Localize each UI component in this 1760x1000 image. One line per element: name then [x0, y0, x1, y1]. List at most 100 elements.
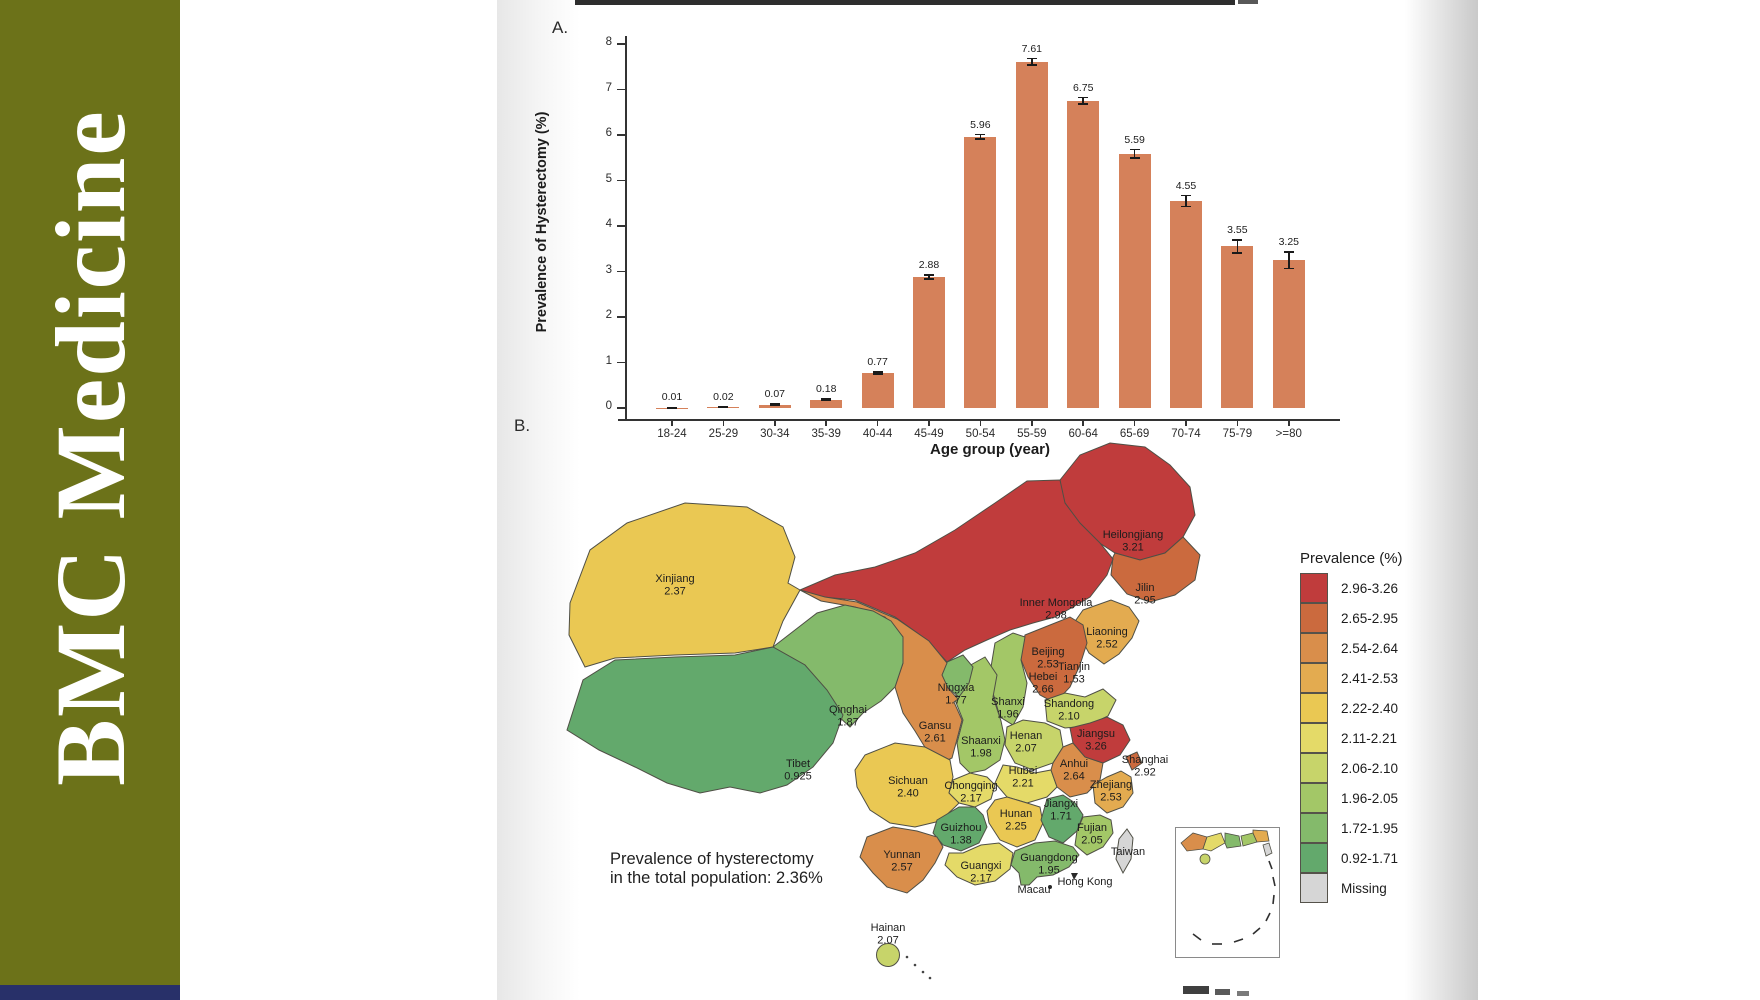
- y-tick: [617, 225, 625, 227]
- error-bar-cap: [667, 407, 677, 409]
- province-chongqing: [948, 772, 996, 808]
- province-hebei: [1019, 616, 1088, 704]
- province-value-label: 2.07: [877, 935, 898, 947]
- x-axis-line: [618, 419, 1340, 421]
- province-value-label: 2.95: [1134, 595, 1155, 607]
- x-tick: [722, 420, 725, 426]
- error-bar: [876, 371, 879, 375]
- x-tick-label: 65-69: [1119, 428, 1150, 440]
- legend-label: 2.96-3.26: [1341, 580, 1399, 596]
- panel-a-label: A.: [552, 18, 569, 37]
- error-bar-cap: [821, 398, 832, 400]
- cropped-header-strip-fragment: [1238, 0, 1258, 4]
- province-hainan: [876, 943, 900, 967]
- x-tick-label: 30-34: [760, 428, 790, 440]
- province-value-label: 2.21: [1012, 778, 1033, 790]
- sea-island-dot: [921, 970, 925, 974]
- error-bar-cap: [975, 133, 986, 136]
- legend-label: 2.11-2.21: [1341, 730, 1398, 746]
- y-tick: [617, 43, 625, 45]
- bar-value-label: 5.96: [970, 118, 991, 131]
- province-name-label: Tibet: [786, 758, 810, 770]
- error-bar-cap: [1026, 64, 1037, 66]
- province-value-label: 1.71: [1050, 811, 1071, 823]
- bar-value-label: 3.55: [1227, 224, 1248, 237]
- legend-row: 2.11-2.21: [1300, 722, 1403, 753]
- bar-value-label: 7.61: [1021, 42, 1043, 55]
- page-right-edge-shadow: [1405, 0, 1478, 1000]
- error-bar-cap: [769, 404, 780, 407]
- province-guangxi: [944, 842, 1014, 886]
- city-label-hong-kong: Hong Kong: [1057, 876, 1112, 888]
- province-name-label: Guizhou: [941, 822, 982, 834]
- macau-marker: [1048, 885, 1052, 889]
- legend-title: Prevalence (%): [1300, 550, 1403, 567]
- y-axis-line: [625, 36, 627, 420]
- nine-dash-line-segment: [1192, 933, 1202, 941]
- bar-value-label: 3.25: [1278, 235, 1300, 248]
- x-tick-label: 55-59: [1017, 428, 1047, 440]
- province-name-label: Heilongjiang: [1103, 529, 1164, 541]
- legend-swatch: [1300, 602, 1328, 633]
- legend-row: 0.92-1.71: [1300, 842, 1403, 873]
- province-value-label: 2.57: [891, 862, 912, 874]
- legend-swatch: [1300, 572, 1328, 603]
- province-name-label: Gansu: [919, 720, 951, 732]
- province-value-label: 1.95: [1038, 865, 1059, 877]
- y-tick: [617, 134, 625, 136]
- bar-75-79: [1221, 246, 1254, 408]
- bar-40-44: [861, 372, 894, 408]
- error-bar-cap: [1026, 57, 1037, 60]
- nine-dash-line-segment: [1268, 860, 1273, 870]
- error-bar: [1031, 58, 1033, 65]
- bar-value-label: 0.77: [867, 355, 888, 368]
- error-bar: [1288, 251, 1290, 269]
- province-value-label: 2.17: [970, 873, 991, 885]
- legend-row: 2.22-2.40: [1300, 692, 1403, 723]
- bar-value-label: 0.01: [661, 391, 683, 404]
- y-tick: [617, 316, 625, 318]
- panel-b-label: B.: [514, 416, 531, 435]
- legend-row: Missing: [1300, 872, 1403, 903]
- province-value-label: 2.64: [1063, 771, 1084, 783]
- legend-row: 2.96-3.26: [1300, 572, 1403, 603]
- error-bar-cap: [872, 371, 883, 373]
- x-tick-label: 60-64: [1068, 428, 1098, 440]
- inset-region: [1202, 832, 1226, 852]
- province-value-label: 2.37: [664, 586, 685, 598]
- error-bar-cap: [1283, 267, 1294, 270]
- bar-value-label: 0.07: [764, 388, 786, 401]
- cropped-footer-mark: [1215, 989, 1230, 995]
- province-name-label: Yunnan: [883, 849, 920, 861]
- province-value-label: 2.61: [924, 733, 945, 745]
- legend-row: 1.72-1.95: [1300, 812, 1403, 843]
- province-sichuan: [854, 742, 960, 828]
- province-value-label: 1.53: [1063, 674, 1084, 686]
- bar-chart-panel: 0 1 2 3 4 5 6 7 8 18-24 0.01 25-29 0.02 30-34 0.07 35-3…: [0, 0, 1760, 470]
- province-name-label: Jiangsu: [1077, 728, 1115, 740]
- x-tick: [825, 420, 827, 426]
- error-bar: [825, 398, 827, 401]
- x-tick: [1288, 420, 1290, 426]
- province-name-label: Shanxi: [991, 696, 1025, 708]
- error-bar-cap: [769, 403, 780, 405]
- province-name-label: Fujian: [1077, 822, 1107, 834]
- province-name-label: Guangxi: [961, 860, 1002, 872]
- nine-dash-line-segment: [1272, 894, 1275, 905]
- nine-dash-line-segment: [1233, 938, 1244, 943]
- province-name-label: Tianjin: [1058, 661, 1090, 673]
- error-bar-cap: [1181, 194, 1191, 197]
- legend-swatch: [1300, 722, 1328, 753]
- province-value-label: 1.87: [837, 717, 858, 729]
- x-tick-label: 40-44: [862, 428, 893, 440]
- error-bar-cap: [872, 373, 883, 375]
- error-bar-cap: [1232, 239, 1243, 241]
- cropped-footer-mark: [1237, 991, 1249, 996]
- sea-island-dot: [928, 976, 932, 980]
- legend-swatch: [1300, 782, 1328, 813]
- y-tick: [617, 179, 625, 182]
- cropped-header-strip: [575, 0, 1235, 5]
- province-value-label: 1.96: [997, 709, 1018, 721]
- province-name-label: Hebei: [1029, 671, 1058, 683]
- error-bar-cap: [1078, 96, 1089, 99]
